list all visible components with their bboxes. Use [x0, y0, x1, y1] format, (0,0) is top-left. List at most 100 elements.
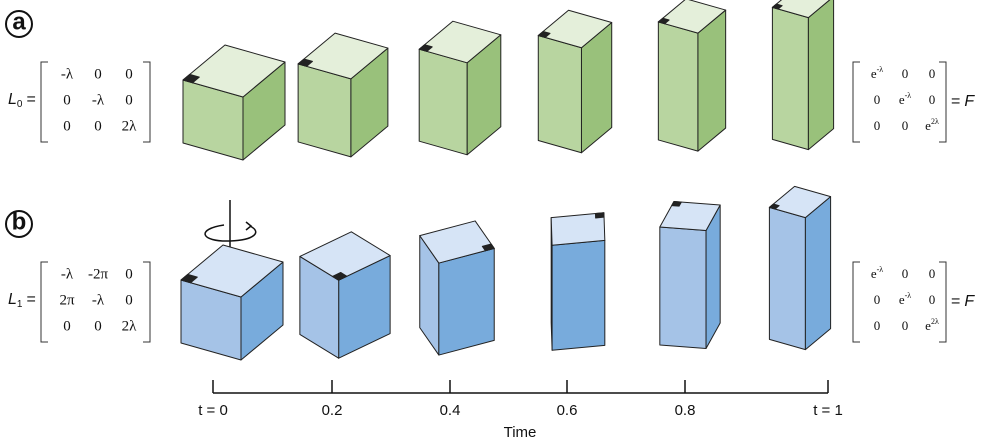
- result-entry: 0: [902, 318, 909, 333]
- box: [769, 186, 830, 349]
- exponent: -λ: [905, 91, 912, 100]
- matrix-entry: 2λ: [122, 118, 138, 134]
- timeline-tick-label: 0.8: [675, 402, 696, 419]
- box-face: [419, 49, 467, 155]
- generator-index: 1: [17, 299, 23, 310]
- panel-label: b: [12, 208, 27, 235]
- box-face: [658, 22, 698, 151]
- equals-sign: =: [26, 91, 35, 108]
- box-face: [769, 207, 805, 349]
- bracket-right: [939, 62, 946, 142]
- bracket-right: [939, 262, 946, 342]
- box: [181, 245, 283, 360]
- box-face: [808, 0, 833, 150]
- box: [420, 221, 494, 355]
- matrix-entry: -λ: [92, 92, 105, 108]
- timeline-label: Time: [504, 424, 537, 441]
- box-face: [660, 227, 706, 349]
- result-entry: 0: [874, 118, 881, 133]
- corner-marker: [595, 213, 604, 218]
- result-entry: 0: [929, 266, 936, 281]
- matrix-entry: 0: [125, 292, 133, 308]
- matrix-entry: -λ: [61, 66, 74, 82]
- generator-name: L: [8, 291, 17, 308]
- box-face: [298, 64, 351, 157]
- matrix-entry: 2π: [59, 292, 75, 308]
- result-name: F: [964, 293, 975, 310]
- box: [298, 33, 388, 157]
- box: [183, 45, 285, 160]
- result-entry: 0: [929, 66, 936, 81]
- result-entry: 0: [874, 318, 881, 333]
- panel-label: a: [12, 8, 26, 35]
- matrix-entry: -λ: [92, 292, 105, 308]
- result-entry: e2λ: [925, 317, 939, 333]
- box: [658, 0, 725, 151]
- figure: aL0=-λ000-λ0002λe-λ000e-λ000e2λ=FbL1=-λ-…: [0, 0, 988, 445]
- result-entry: 0: [902, 118, 909, 133]
- box: [300, 232, 390, 358]
- equals-sign: =: [951, 293, 960, 310]
- exponent: -λ: [877, 265, 884, 274]
- matrix-entry: 0: [63, 318, 71, 334]
- box-face: [805, 197, 830, 350]
- box-face: [538, 35, 581, 152]
- exponent: -λ: [905, 291, 912, 300]
- equals-sign: =: [951, 93, 960, 110]
- result-label: =F: [951, 93, 975, 110]
- corner-marker: [672, 202, 682, 207]
- matrix-entry: 0: [125, 266, 133, 282]
- box: [660, 202, 720, 349]
- box-face: [439, 248, 494, 355]
- bracket-left: [41, 62, 48, 142]
- matrix-entry: 0: [125, 92, 133, 108]
- equals-sign: =: [26, 291, 35, 308]
- result-entry: e2λ: [925, 117, 939, 133]
- box: [538, 10, 611, 152]
- timeline-tick-label: 0.2: [322, 402, 343, 419]
- box-face: [772, 7, 808, 149]
- box: [772, 0, 833, 150]
- generator-label: L1=: [8, 291, 36, 309]
- bracket-left: [853, 262, 860, 342]
- result-name: F: [964, 93, 975, 110]
- matrix-entry: -2π: [88, 266, 108, 282]
- result-entry: 0: [929, 92, 936, 107]
- timeline-tick-label: t = 0: [198, 402, 228, 419]
- timeline-tick-label: 0.6: [557, 402, 578, 419]
- generator-label: L0=: [8, 91, 36, 109]
- bracket-right: [143, 262, 150, 342]
- matrix-entry: 0: [125, 66, 133, 82]
- result-entry: 0: [874, 92, 881, 107]
- result-entry: e-λ: [899, 91, 911, 107]
- generator-name: L: [8, 91, 17, 108]
- result-entry: e-λ: [871, 65, 883, 81]
- result-entry: 0: [874, 292, 881, 307]
- matrix-entry: 2λ: [122, 318, 138, 334]
- exponent: 2λ: [931, 117, 939, 126]
- timeline-tick-label: t = 1: [813, 402, 843, 419]
- result-label: =F: [951, 293, 975, 310]
- matrix-entry: 0: [63, 118, 71, 134]
- result-entry: 0: [929, 292, 936, 307]
- box-face: [552, 240, 605, 350]
- result-entry: 0: [902, 66, 909, 81]
- box-face: [698, 10, 726, 151]
- matrix-entry: 0: [94, 318, 102, 334]
- result-entry: 0: [902, 266, 909, 281]
- matrix-entry: 0: [63, 92, 71, 108]
- timeline-tick-label: 0.4: [440, 402, 461, 419]
- bracket-left: [41, 262, 48, 342]
- result-entry: e-λ: [871, 265, 883, 281]
- generator-index: 0: [17, 99, 23, 110]
- bracket-right: [143, 62, 150, 142]
- result-entry: e-λ: [899, 291, 911, 307]
- box: [419, 21, 501, 155]
- box: [551, 213, 605, 350]
- bracket-left: [853, 62, 860, 142]
- matrix-entry: 0: [94, 66, 102, 82]
- matrix-entry: -λ: [61, 266, 74, 282]
- matrix-entry: 0: [94, 118, 102, 134]
- exponent: -λ: [877, 65, 884, 74]
- exponent: 2λ: [931, 317, 939, 326]
